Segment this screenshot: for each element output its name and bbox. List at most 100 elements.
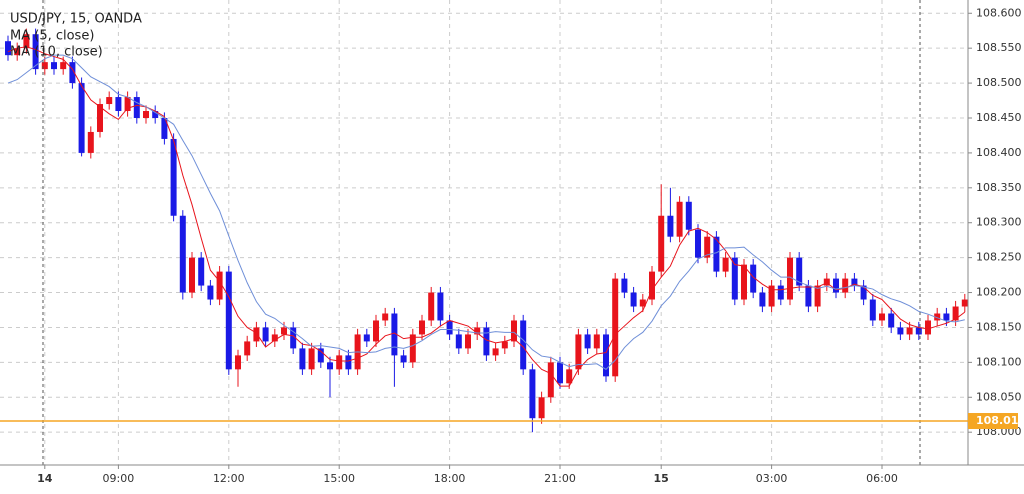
- candle-body: [897, 327, 904, 335]
- candle-body: [575, 334, 582, 370]
- candle-body: [768, 285, 775, 307]
- candle-body: [124, 97, 131, 112]
- candle-body: [474, 327, 481, 335]
- candle-body: [520, 320, 527, 370]
- candle-body: [649, 271, 655, 300]
- candle-body: [961, 299, 968, 307]
- y-tick-label: 108.550: [976, 41, 1022, 54]
- candle-body: [925, 320, 931, 335]
- candle-body: [934, 313, 941, 321]
- candle-body: [23, 34, 30, 49]
- candle-body: [759, 292, 766, 307]
- candle-body: [658, 215, 665, 272]
- candle-body: [5, 41, 11, 56]
- price-label-box: [968, 413, 1018, 430]
- candle-body: [161, 117, 168, 139]
- candle-body: [888, 313, 895, 328]
- candle-body: [69, 62, 76, 84]
- candle-body: [152, 111, 159, 118]
- candle-body: [667, 215, 674, 237]
- candle-body: [106, 97, 113, 105]
- candle-body: [511, 320, 517, 342]
- x-tick-label: 09:00: [103, 472, 135, 485]
- y-tick-label: 108.450: [976, 111, 1022, 124]
- candle-body: [630, 292, 637, 307]
- candle-body: [547, 362, 554, 398]
- candle-body: [952, 306, 959, 321]
- candle-body: [446, 320, 453, 335]
- candle-body: [603, 334, 609, 377]
- candle-body: [299, 348, 306, 370]
- candle-body: [419, 320, 425, 335]
- candle-body: [787, 257, 793, 300]
- x-tick-label: 21:00: [544, 472, 576, 485]
- candle-body: [501, 341, 508, 349]
- x-tick-label: 12:00: [213, 472, 245, 485]
- legend-entry: MA (5, close): [10, 29, 94, 44]
- y-tick-label: 108.050: [976, 390, 1022, 403]
- candle-body: [465, 334, 471, 349]
- candle-body: [584, 334, 591, 349]
- candle-body: [373, 320, 379, 342]
- candle-body: [557, 362, 563, 384]
- candle-body: [915, 327, 922, 335]
- candle-body: [639, 299, 646, 307]
- candle-body: [391, 313, 398, 356]
- chart-title: USD/JPY, 15, OANDA: [10, 12, 142, 27]
- candle-body: [842, 278, 849, 293]
- candle-body: [281, 327, 287, 335]
- candle-body: [262, 327, 269, 342]
- candle-body: [271, 334, 278, 342]
- candle-body: [851, 278, 858, 286]
- candle-body: [198, 257, 205, 286]
- candle-body: [409, 334, 416, 363]
- candle-body: [538, 397, 545, 419]
- ma-line: [7, 54, 965, 370]
- candle-body: [87, 131, 94, 153]
- candle-body: [777, 285, 784, 300]
- candle-body: [860, 285, 867, 300]
- candle-body: [400, 355, 407, 363]
- y-tick-label: 108.400: [976, 146, 1022, 159]
- candle-body: [290, 327, 297, 349]
- x-tick-label: 15:00: [323, 472, 355, 485]
- candle-body: [483, 327, 490, 356]
- candle-body: [336, 355, 343, 370]
- candle-body: [492, 348, 499, 356]
- candle-body: [308, 348, 315, 370]
- candle-body: [170, 138, 177, 216]
- candle-body: [32, 34, 39, 70]
- x-tick-label: 15: [654, 472, 669, 485]
- candle-body: [41, 62, 48, 70]
- candle-body: [363, 334, 370, 342]
- candle-body: [943, 313, 950, 321]
- price-label: 108.016: [976, 414, 1024, 427]
- y-tick-label: 108.250: [976, 251, 1022, 264]
- y-tick-label: 108.200: [976, 286, 1022, 299]
- y-tick-label: 108.600: [976, 6, 1022, 19]
- candle-body: [317, 348, 324, 363]
- y-tick-label: 108.150: [976, 320, 1022, 333]
- candle-body: [207, 285, 214, 300]
- candle-body: [695, 229, 701, 258]
- candle-body: [235, 355, 241, 370]
- candle-body: [805, 285, 812, 307]
- legend-entry: MA (10, close): [10, 45, 103, 60]
- candle-body: [879, 313, 885, 321]
- candle-body: [593, 334, 600, 349]
- y-tick-label: 108.300: [976, 216, 1022, 229]
- x-tick-label: 14: [37, 472, 53, 485]
- candle-body: [225, 271, 232, 370]
- candle-body: [612, 278, 619, 377]
- candle-body: [133, 97, 140, 118]
- candle-body: [823, 278, 830, 286]
- candle-body: [621, 278, 628, 293]
- plot-area: [0, 0, 968, 465]
- candle-body: [685, 201, 692, 230]
- candle-body: [216, 271, 223, 300]
- candle-body: [253, 327, 260, 342]
- candle-body: [244, 341, 251, 356]
- ma-line: [7, 46, 966, 387]
